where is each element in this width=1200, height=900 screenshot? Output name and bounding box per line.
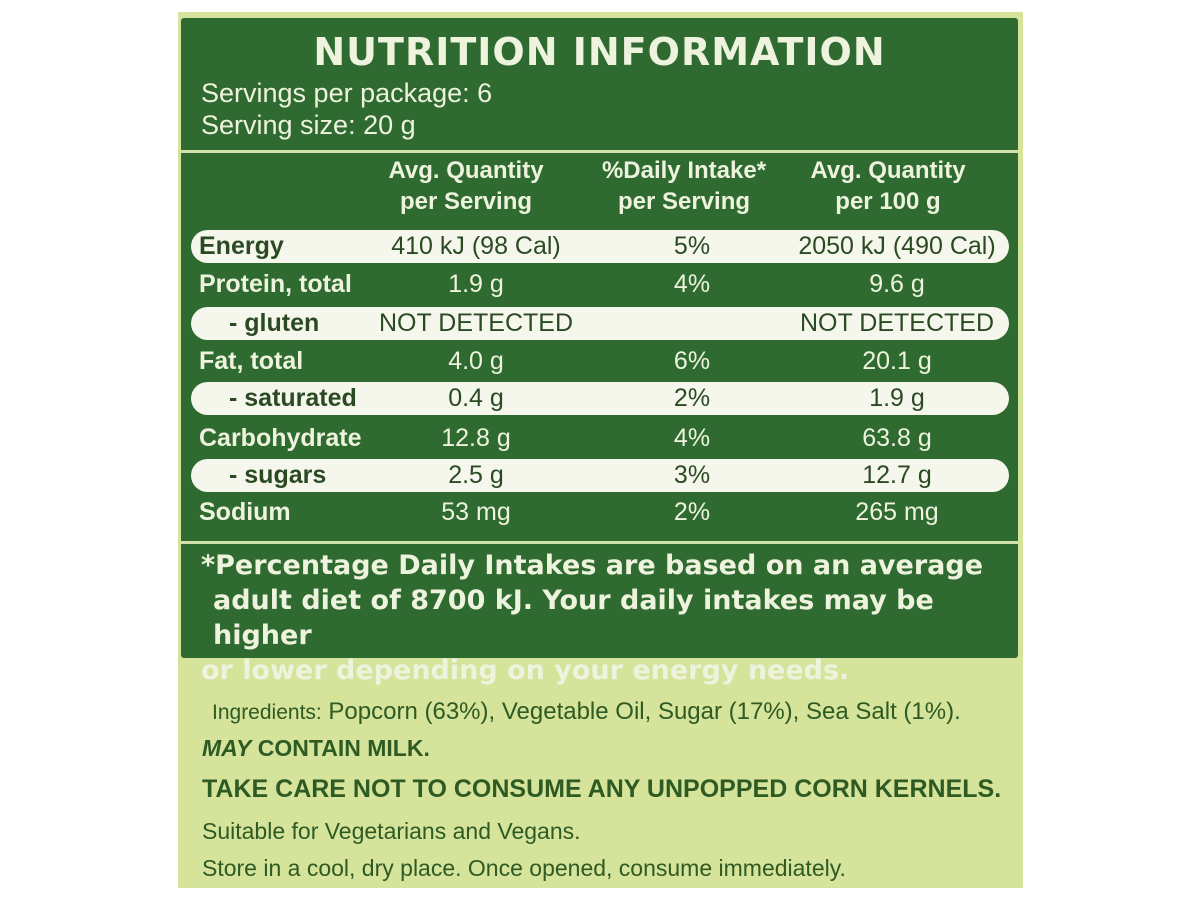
nutrient-name: Fat, total — [199, 347, 304, 375]
nutrient-row-saturated: - saturated 0.4 g 2% 1.9 g — [191, 382, 1009, 415]
per-100g-value: 1.9 g — [869, 384, 925, 412]
nutrient-name: Sodium — [199, 498, 291, 526]
per-serving-value: 4.0 g — [448, 347, 504, 375]
daily-intake-value: 4% — [673, 270, 711, 298]
warning-statement: TAKE CARE NOT TO CONSUME ANY UNPOPPED CO… — [202, 775, 1002, 803]
column-header-daily-intake: %Daily Intake* per Serving — [601, 157, 767, 215]
footnote-line: or lower depending on your energy needs. — [201, 655, 850, 686]
footnote-line: adult diet of 8700 kJ. Your daily intake… — [213, 585, 934, 651]
per-serving-value: 410 kJ (98 Cal) — [391, 232, 561, 260]
column-header-per-serving: Avg. Quantity per Serving — [388, 157, 544, 215]
nutrient-row-protein: Protein, total 1.9 g 4% 9.6 g — [191, 268, 1009, 301]
nutrient-name: - saturated — [229, 384, 357, 412]
nutrition-panel: NUTRITION INFORMATION Servings per packa… — [181, 18, 1018, 686]
nutrition-label: NUTRITION INFORMATION Servings per packa… — [178, 12, 1023, 888]
daily-intake-value: 2% — [673, 498, 711, 526]
suitability-statement: Suitable for Vegetarians and Vegans. — [202, 818, 581, 844]
nutrient-name: Energy — [199, 232, 284, 260]
per-100g-value: 63.8 g — [862, 424, 932, 452]
storage-instructions: Store in a cool, dry place. Once opened,… — [202, 855, 846, 881]
column-header-per-100g: Avg. Quantity per 100 g — [810, 157, 966, 215]
per-100g-value: 265 mg — [855, 498, 939, 526]
divider — [181, 150, 1018, 153]
ingredients-text: Popcorn (63%), Vegetable Oil, Sugar (17%… — [328, 698, 961, 725]
ingredients-label: Ingredients: — [212, 701, 322, 724]
per-serving-value: 0.4 g — [448, 384, 504, 412]
daily-intake-footnote: *Percentage Daily Intakes are based on a… — [201, 548, 1001, 688]
nutrient-name: Protein, total — [199, 270, 352, 298]
nutrition-title: NUTRITION INFORMATION — [313, 30, 886, 74]
per-serving-value: 2.5 g — [448, 461, 504, 489]
daily-intake-value: 2% — [673, 384, 711, 412]
per-100g-value: 2050 kJ (490 Cal) — [798, 232, 996, 260]
per-serving-value: NOT DETECTED — [379, 309, 573, 337]
nutrient-row-sodium: Sodium 53 mg 2% 265 mg — [191, 496, 1009, 529]
per-serving-value: 12.8 g — [441, 424, 511, 452]
daily-intake-value: 3% — [673, 461, 711, 489]
footnote-line: *Percentage Daily Intakes are based on a… — [201, 550, 984, 581]
per-100g-value: 20.1 g — [862, 347, 932, 375]
nutrient-row-carbohydrate: Carbohydrate 12.8 g 4% 63.8 g — [191, 422, 1009, 455]
divider — [181, 541, 1018, 544]
allergen-text: CONTAIN MILK. — [257, 735, 430, 761]
serving-size: Serving size: 20 g — [201, 110, 416, 140]
daily-intake-value: 4% — [673, 424, 711, 452]
nutrient-name: - gluten — [229, 309, 320, 337]
allergen-statement: MAY CONTAIN MILK. — [202, 735, 430, 762]
ingredients-line: Ingredients: Popcorn (63%), Vegetable Oi… — [212, 698, 961, 726]
nutrient-name: - sugars — [229, 461, 327, 489]
per-serving-value: 53 mg — [441, 498, 511, 526]
per-100g-value: 9.6 g — [869, 270, 925, 298]
per-serving-value: 1.9 g — [448, 270, 504, 298]
nutrient-name: Carbohydrate — [199, 424, 362, 452]
nutrient-row-gluten: - gluten NOT DETECTED NOT DETECTED — [191, 307, 1009, 340]
nutrient-row-sugars: - sugars 2.5 g 3% 12.7 g — [191, 459, 1009, 492]
nutrient-row-fat: Fat, total 4.0 g 6% 20.1 g — [191, 345, 1009, 378]
may-word: MAY — [202, 735, 252, 761]
nutrient-row-energy: Energy 410 kJ (98 Cal) 5% 2050 kJ (490 C… — [191, 230, 1009, 263]
daily-intake-value: 5% — [673, 232, 711, 260]
per-100g-value: 12.7 g — [862, 461, 932, 489]
daily-intake-value: 6% — [673, 347, 711, 375]
servings-per-package: Servings per package: 6 — [201, 78, 493, 108]
per-100g-value: NOT DETECTED — [800, 309, 994, 337]
